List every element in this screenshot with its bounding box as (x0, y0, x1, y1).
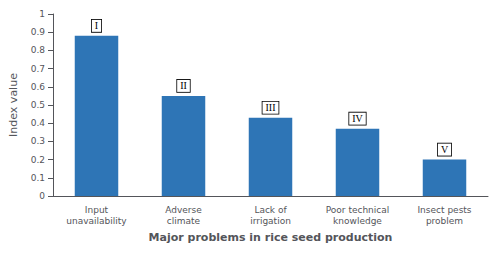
svg-text:Index value: Index value (7, 73, 20, 137)
svg-text:Insect pests: Insect pests (417, 205, 471, 215)
svg-text:0.3: 0.3 (31, 136, 45, 146)
svg-text:1: 1 (39, 9, 45, 19)
svg-text:0.4: 0.4 (31, 118, 46, 128)
svg-text:0.9: 0.9 (31, 27, 46, 37)
svg-text:unavailability: unavailability (66, 216, 127, 226)
svg-text:0.2: 0.2 (31, 155, 45, 165)
svg-text:0.1: 0.1 (31, 173, 45, 183)
svg-text:problem: problem (426, 216, 463, 226)
svg-text:irrigation: irrigation (250, 216, 291, 226)
svg-text:0.8: 0.8 (31, 45, 46, 55)
svg-text:Input: Input (85, 205, 109, 215)
svg-text:0: 0 (39, 191, 45, 201)
svg-text:0.7: 0.7 (31, 64, 45, 74)
svg-text:I: I (95, 20, 98, 31)
svg-text:Poor technical: Poor technical (326, 205, 390, 215)
svg-text:Lack of: Lack of (254, 205, 287, 215)
svg-text:V: V (441, 144, 449, 155)
svg-text:Major problems in rice seed pr: Major problems in rice seed production (149, 231, 393, 244)
svg-text:III: III (266, 102, 276, 113)
svg-text:climate: climate (167, 216, 201, 226)
svg-text:IV: IV (352, 113, 363, 124)
svg-text:II: II (180, 80, 187, 91)
svg-text:knowledge: knowledge (333, 216, 382, 226)
svg-text:0.6: 0.6 (31, 82, 46, 92)
svg-text:0.5: 0.5 (31, 100, 45, 110)
svg-text:Adverse: Adverse (165, 205, 202, 215)
